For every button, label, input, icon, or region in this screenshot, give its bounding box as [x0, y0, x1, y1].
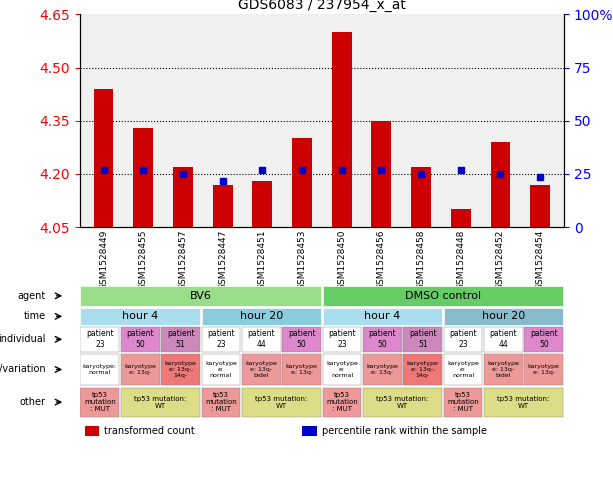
Bar [371, 121, 391, 227]
Text: agent: agent [18, 291, 46, 301]
FancyBboxPatch shape [80, 327, 120, 352]
Text: karyotype
e: 13q-
bidel: karyotype e: 13q- bidel [245, 361, 277, 378]
Text: tp53 mutation:
WT: tp53 mutation: WT [134, 396, 186, 409]
Text: genotype/variation: genotype/variation [0, 365, 46, 374]
FancyBboxPatch shape [80, 286, 321, 306]
Bar [173, 167, 193, 227]
FancyBboxPatch shape [242, 327, 281, 352]
Text: BV6: BV6 [190, 291, 211, 301]
Text: karyotype:
normal: karyotype: normal [83, 364, 117, 375]
Text: patient
50: patient 50 [126, 329, 154, 349]
FancyBboxPatch shape [322, 286, 563, 306]
FancyBboxPatch shape [484, 388, 563, 416]
Text: transformed count: transformed count [104, 426, 195, 436]
FancyBboxPatch shape [322, 388, 362, 416]
FancyBboxPatch shape [322, 354, 362, 385]
FancyBboxPatch shape [363, 327, 402, 352]
Bar [332, 32, 352, 227]
FancyBboxPatch shape [242, 354, 281, 385]
Text: karyotype
e:
normal: karyotype e: normal [326, 361, 358, 378]
Text: hour 20: hour 20 [482, 312, 525, 321]
Text: tp53 mutation:
WT: tp53 mutation: WT [497, 396, 550, 409]
FancyBboxPatch shape [202, 327, 240, 352]
FancyBboxPatch shape [202, 354, 240, 385]
Bar [451, 209, 471, 227]
FancyBboxPatch shape [322, 308, 442, 325]
Text: tp53
mutation
: MUT: tp53 mutation : MUT [447, 392, 479, 412]
Text: patient
23: patient 23 [207, 329, 235, 349]
Bar [85, 426, 99, 436]
FancyBboxPatch shape [121, 327, 159, 352]
FancyBboxPatch shape [403, 327, 442, 352]
FancyBboxPatch shape [282, 327, 321, 352]
Text: tp53
mutation
: MUT: tp53 mutation : MUT [326, 392, 358, 412]
Text: karyotype
e:
normal: karyotype e: normal [205, 361, 237, 378]
Text: patient
50: patient 50 [530, 329, 558, 349]
FancyBboxPatch shape [80, 354, 120, 385]
Text: tp53
mutation
: MUT: tp53 mutation : MUT [84, 392, 116, 412]
Text: karyotype
e: 13q-,
14q-: karyotype e: 13q-, 14q- [407, 361, 439, 378]
Text: percentile rank within the sample: percentile rank within the sample [322, 426, 487, 436]
Text: individual: individual [0, 334, 46, 344]
Bar [133, 128, 153, 227]
FancyBboxPatch shape [524, 354, 563, 385]
Bar [94, 89, 113, 227]
Title: GDS6083 / 237954_x_at: GDS6083 / 237954_x_at [238, 0, 406, 12]
FancyBboxPatch shape [322, 327, 362, 352]
FancyBboxPatch shape [202, 308, 321, 325]
FancyBboxPatch shape [363, 388, 442, 416]
Text: tp53 mutation:
WT: tp53 mutation: WT [376, 396, 428, 409]
Text: patient
23: patient 23 [449, 329, 477, 349]
FancyBboxPatch shape [80, 308, 200, 325]
Bar [411, 167, 431, 227]
Text: karyotype
e: 13q-: karyotype e: 13q- [286, 364, 318, 375]
Text: DMSO control: DMSO control [405, 291, 481, 301]
FancyBboxPatch shape [444, 388, 482, 416]
Bar [530, 185, 550, 227]
Text: karyotype
e: 13q-: karyotype e: 13q- [528, 364, 560, 375]
Bar [292, 139, 312, 227]
Text: patient
23: patient 23 [86, 329, 113, 349]
FancyBboxPatch shape [363, 354, 402, 385]
FancyBboxPatch shape [202, 388, 240, 416]
Text: other: other [20, 397, 46, 407]
FancyBboxPatch shape [484, 354, 523, 385]
Text: time: time [24, 312, 46, 321]
FancyBboxPatch shape [444, 354, 482, 385]
Text: karyotype
e: 13q-,
14q-: karyotype e: 13q-, 14q- [165, 361, 197, 378]
Text: patient
50: patient 50 [368, 329, 396, 349]
FancyBboxPatch shape [403, 354, 442, 385]
FancyBboxPatch shape [80, 388, 120, 416]
FancyBboxPatch shape [121, 388, 200, 416]
FancyBboxPatch shape [524, 327, 563, 352]
Text: hour 4: hour 4 [122, 312, 158, 321]
Bar [253, 181, 272, 227]
Text: patient
51: patient 51 [409, 329, 436, 349]
FancyBboxPatch shape [444, 308, 563, 325]
FancyBboxPatch shape [161, 327, 200, 352]
Text: tp53 mutation:
WT: tp53 mutation: WT [255, 396, 308, 409]
Text: karyotype
e: 13q-: karyotype e: 13q- [367, 364, 398, 375]
FancyBboxPatch shape [444, 327, 482, 352]
Text: hour 20: hour 20 [240, 312, 283, 321]
Text: karyotype
e: 13q-
bidel: karyotype e: 13q- bidel [487, 361, 519, 378]
Text: karyotype
e: 13q-: karyotype e: 13q- [124, 364, 156, 375]
FancyBboxPatch shape [242, 388, 321, 416]
Bar [302, 426, 317, 436]
Bar [213, 185, 232, 227]
FancyBboxPatch shape [161, 354, 200, 385]
FancyBboxPatch shape [282, 354, 321, 385]
FancyBboxPatch shape [121, 354, 159, 385]
Text: patient
51: patient 51 [167, 329, 194, 349]
Text: patient
23: patient 23 [328, 329, 356, 349]
Text: hour 4: hour 4 [364, 312, 400, 321]
Text: patient
50: patient 50 [288, 329, 316, 349]
Bar [490, 142, 511, 227]
FancyBboxPatch shape [484, 327, 523, 352]
Text: tp53
mutation
: MUT: tp53 mutation : MUT [205, 392, 237, 412]
Text: patient
44: patient 44 [248, 329, 275, 349]
Text: patient
44: patient 44 [490, 329, 517, 349]
Text: karyotype
e:
normal: karyotype e: normal [447, 361, 479, 378]
